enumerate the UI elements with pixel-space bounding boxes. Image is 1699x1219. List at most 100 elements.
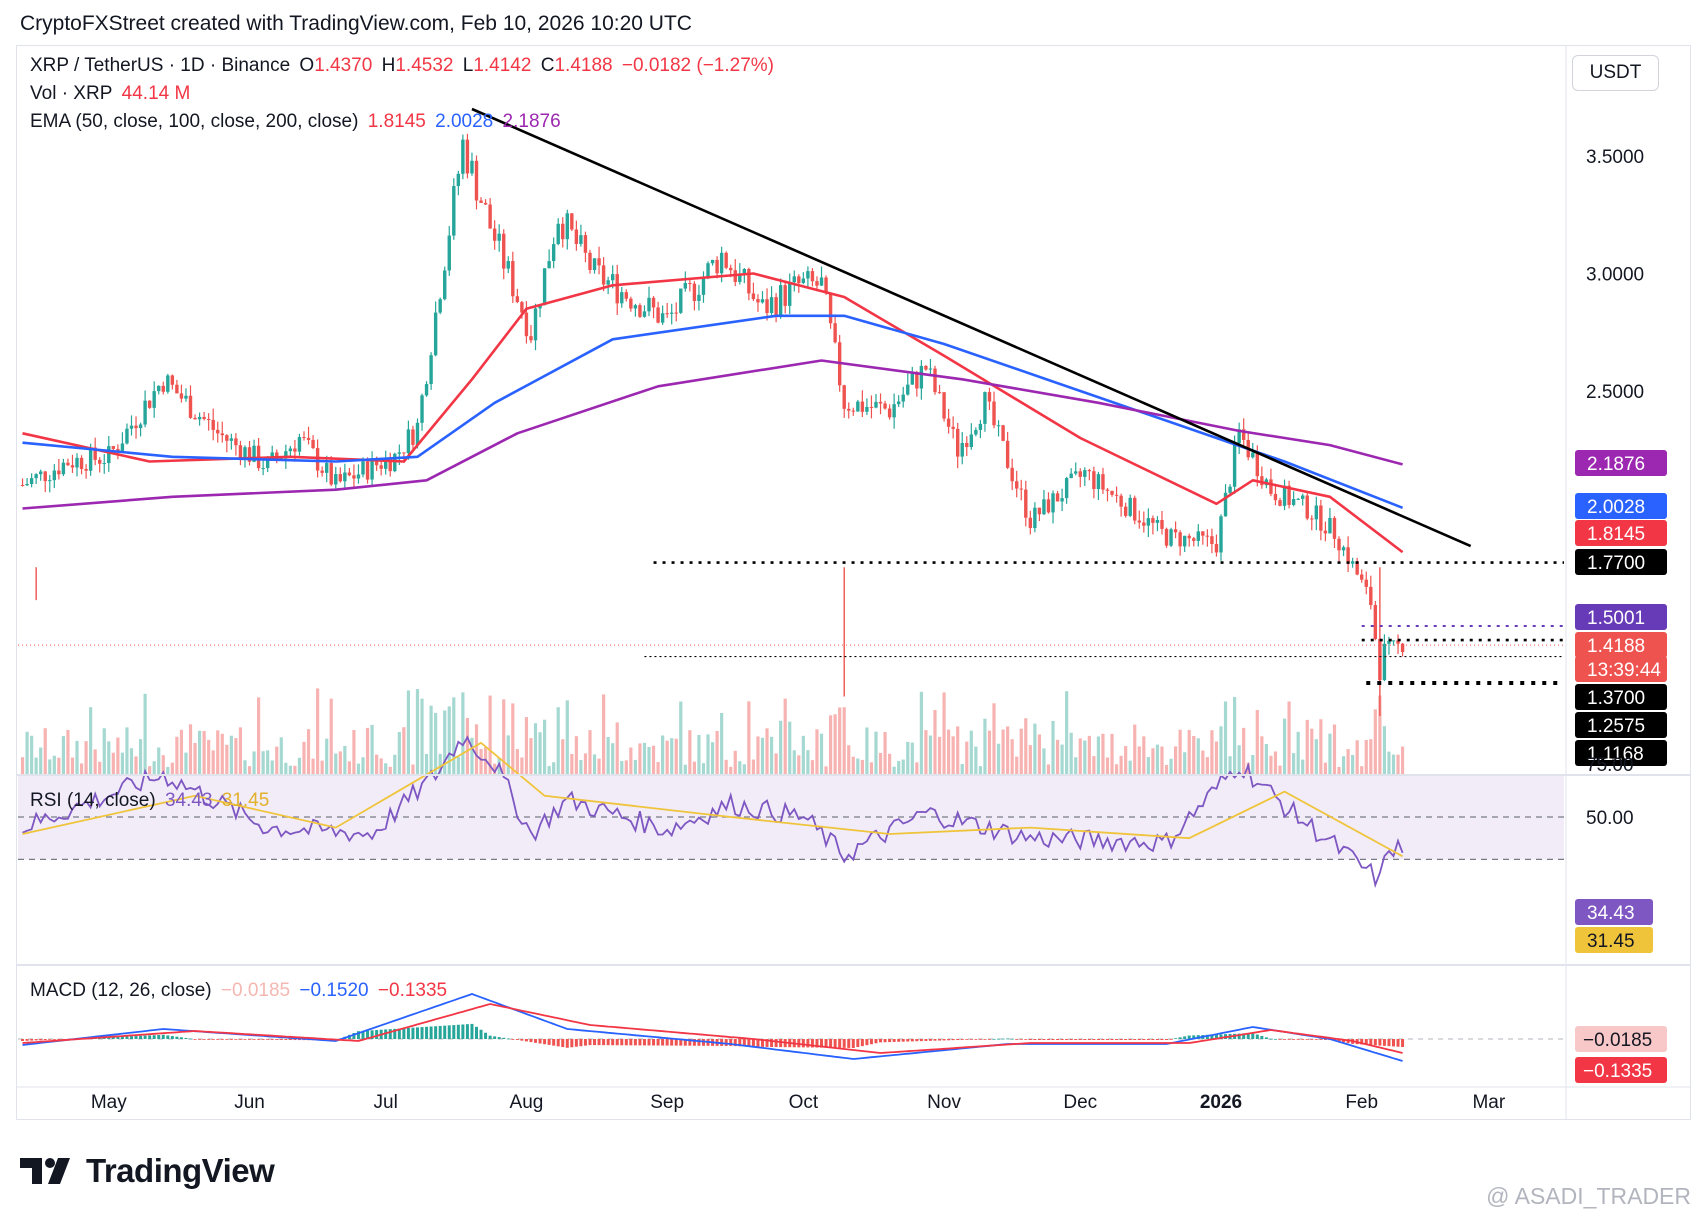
macd-histogram-bar (497, 1037, 501, 1039)
volume-bar (1037, 734, 1042, 775)
volume-bar (1287, 701, 1291, 775)
macd-histogram-bar (856, 1039, 860, 1048)
candle-body (315, 448, 320, 471)
macd-histogram-bar (520, 1039, 524, 1041)
volume-bar (238, 727, 243, 775)
volume-bar (656, 762, 660, 775)
candle-body (211, 419, 215, 430)
macd-histogram-bar (34, 1039, 38, 1041)
candle-body (84, 468, 88, 471)
candle-body (361, 461, 365, 475)
ema50-line (22, 272, 1404, 554)
candle-body (1387, 640, 1391, 644)
chart-frame[interactable] (16, 45, 1691, 1120)
candle-body (506, 261, 510, 269)
candle-body (915, 373, 919, 389)
macd-histogram-bar (997, 1038, 1001, 1040)
candle-body (1232, 443, 1237, 487)
macd-histogram-bar (406, 1027, 410, 1039)
candle-body (1169, 529, 1173, 546)
volume-bar (1341, 756, 1346, 775)
candle-body (978, 423, 983, 430)
volume-bar (1083, 740, 1087, 775)
volume-bar (987, 730, 992, 775)
volume-bar (66, 729, 70, 775)
volume-bar (602, 694, 606, 775)
volume-bar (388, 766, 392, 775)
candle-body (175, 384, 179, 394)
volume-bar (542, 719, 547, 775)
candle-body (860, 401, 865, 412)
macd-histogram-bar (965, 1039, 969, 1040)
volume-bar (651, 745, 656, 775)
volume-bar (860, 759, 864, 775)
volume-bar (620, 761, 624, 775)
candle-body (561, 223, 565, 240)
volume-bar (261, 751, 265, 775)
volume-bar (197, 730, 202, 775)
volume-bar (406, 690, 411, 775)
volume-bar (1142, 736, 1146, 775)
volume-bar (1346, 749, 1350, 775)
volume-bar (738, 761, 742, 775)
candle-body (138, 424, 143, 429)
price-axis-badge (1575, 493, 1667, 519)
candle-body (93, 447, 97, 460)
candle-body (197, 416, 202, 420)
time-axis-label: Jun (234, 1092, 265, 1113)
legend-rsi-label: RSI (14, close) (30, 790, 156, 811)
macd-histogram-bar (1255, 1034, 1259, 1039)
volume-bar (107, 741, 111, 775)
volume-bar (1355, 740, 1359, 775)
volume-bar (1255, 710, 1259, 775)
candle-body (461, 139, 465, 174)
volume-bar (1219, 726, 1223, 775)
candle-body (965, 442, 969, 448)
candle-body (329, 463, 333, 485)
legend-macd-hist-value: −0.0185 (220, 980, 291, 1001)
candle-body (48, 480, 52, 482)
macd-histogram-bar (438, 1025, 442, 1039)
candle-body (1255, 452, 1260, 477)
candle-body (642, 311, 647, 317)
candle-body (20, 485, 25, 486)
candle-body (933, 368, 937, 393)
macd-histogram-bar (547, 1039, 551, 1045)
price-axis-badge-text: 1.4188 (1587, 636, 1645, 657)
macd-histogram-bar (928, 1039, 932, 1041)
volume-bar (888, 753, 892, 775)
candle-body (57, 470, 61, 475)
volume-bar (1124, 746, 1128, 775)
candle-body (1346, 547, 1350, 564)
volume-bar (461, 692, 465, 775)
volume-bar (447, 706, 451, 775)
candle-body (1096, 474, 1101, 490)
candle-body (606, 280, 610, 285)
candle-body (1051, 493, 1055, 513)
macd-histogram-bar (143, 1035, 147, 1039)
macd-histogram-bar (947, 1039, 951, 1041)
macd-histogram-bar (1278, 1039, 1282, 1040)
volume-bar (1160, 746, 1164, 775)
macd-histogram-bar (52, 1039, 56, 1040)
macd-histogram-bar (202, 1039, 206, 1040)
candle-body (497, 233, 501, 241)
macd-histogram-bar (869, 1039, 873, 1045)
time-axis-label: Mar (1472, 1092, 1505, 1113)
volume-bar (538, 732, 542, 775)
volume-bar (1264, 743, 1268, 775)
candle-body (588, 252, 592, 270)
candle-body (660, 313, 665, 323)
volume-bar (842, 707, 846, 775)
currency-selector-button[interactable]: USDT (1572, 55, 1659, 91)
legend-macd-row: MACD (12, 26, close) −0.0185 −0.1520 −0.… (30, 980, 451, 1002)
volume-bar (1105, 757, 1110, 775)
volume-bar (588, 730, 592, 775)
candle-body (102, 463, 106, 465)
candle-body (551, 244, 556, 262)
macd-histogram-bar (474, 1026, 478, 1039)
volume-bar (647, 746, 651, 775)
candle-body (610, 274, 615, 281)
candle-body (706, 263, 710, 278)
